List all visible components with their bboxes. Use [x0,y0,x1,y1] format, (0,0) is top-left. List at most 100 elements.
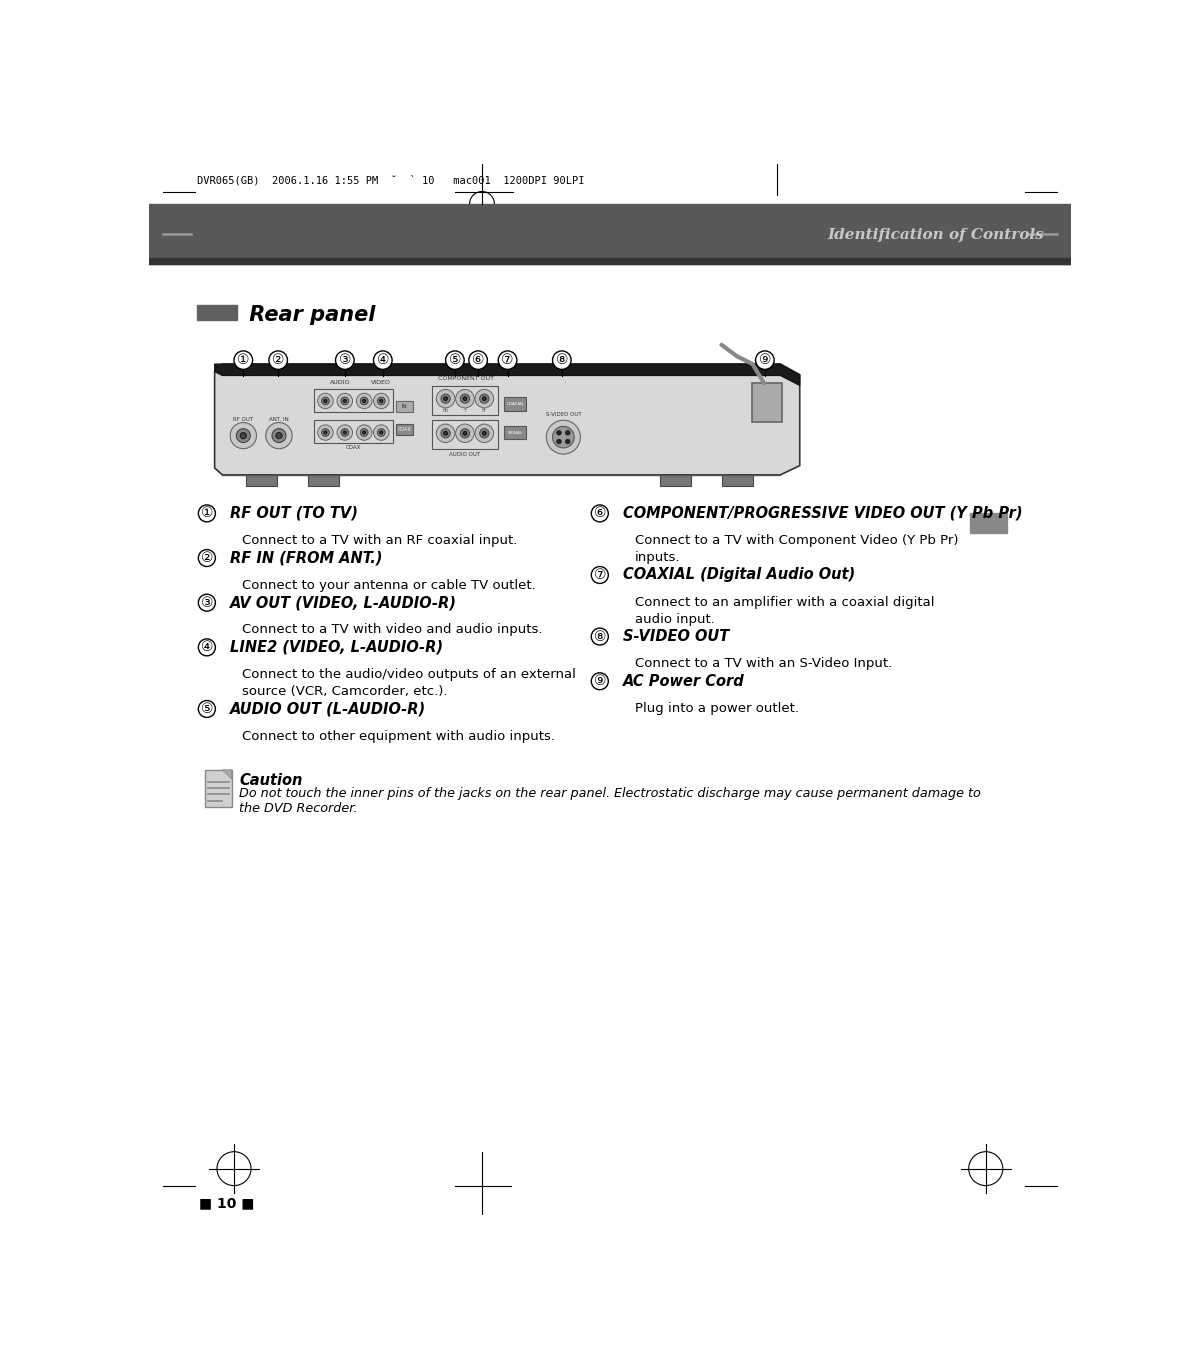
Text: COMPONENT/PROGRESSIVE VIDEO OUT (Y Pb Pr): COMPONENT/PROGRESSIVE VIDEO OUT (Y Pb Pr… [624,506,1022,521]
Circle shape [374,393,389,408]
Text: AUDIO OUT: AUDIO OUT [450,452,481,457]
Circle shape [552,426,575,448]
Circle shape [437,389,455,408]
Text: LINE2 (VIDEO, L-AUDIO-R): LINE2 (VIDEO, L-AUDIO-R) [230,640,443,655]
Text: ⑨: ⑨ [759,354,771,367]
Text: source (VCR, Camcorder, etc.).: source (VCR, Camcorder, etc.). [242,685,447,698]
Text: AUDIO OUT (L-AUDIO-R): AUDIO OUT (L-AUDIO-R) [230,702,426,717]
Circle shape [565,430,570,435]
Text: ⑥: ⑥ [594,506,606,520]
Text: COMPONENT OUT: COMPONENT OUT [438,377,495,381]
Text: COAX: COAX [397,427,412,431]
Bar [396,425,413,435]
Circle shape [480,394,489,403]
Circle shape [374,425,389,441]
Text: IN: IN [402,404,407,409]
Bar [505,397,526,411]
Text: Plug into a power outlet.: Plug into a power outlet. [634,702,798,715]
Circle shape [199,550,215,566]
Circle shape [357,393,372,408]
Text: the DVD Recorder.: the DVD Recorder. [239,803,358,815]
Text: Pr: Pr [482,408,487,412]
Circle shape [482,431,487,435]
Circle shape [461,394,470,403]
Polygon shape [223,770,232,779]
Circle shape [591,566,608,583]
Bar [196,304,237,321]
Circle shape [377,429,386,437]
Text: VIDEO: VIDEO [371,379,392,385]
Circle shape [321,397,330,405]
Circle shape [324,431,327,434]
Text: SIGNAL: SIGNAL [508,430,522,434]
Bar [396,401,413,412]
Circle shape [482,397,487,400]
Circle shape [377,397,386,405]
Bar [660,475,691,486]
Circle shape [199,700,215,718]
Bar [505,426,526,440]
Text: Do not touch the inner pins of the jacks on the rear panel. Electrostatic discha: Do not touch the inner pins of the jacks… [239,786,982,800]
Bar [752,384,782,422]
Text: ②: ② [201,551,213,565]
Text: Rear panel: Rear panel [242,304,375,325]
Circle shape [380,400,383,403]
Text: S-VIDEO OUT: S-VIDEO OUT [624,629,729,644]
Circle shape [437,425,455,442]
Text: ⑧: ⑧ [594,629,606,643]
Text: ①: ① [237,354,250,367]
Circle shape [475,425,494,442]
Text: audio input.: audio input. [634,613,714,625]
Text: ■ 10 ■: ■ 10 ■ [199,1196,255,1211]
Text: ③: ③ [201,595,213,610]
Text: ③: ③ [339,354,351,367]
Circle shape [499,351,516,370]
Circle shape [463,397,466,400]
Circle shape [380,431,383,434]
Circle shape [756,351,775,370]
Text: ⑤: ⑤ [449,354,462,367]
Text: Pb: Pb [443,408,449,412]
Text: ④: ④ [376,354,389,367]
Text: Connect to a TV with Component Video (Y Pb Pr): Connect to a TV with Component Video (Y … [634,534,958,547]
Circle shape [361,397,368,405]
Text: DVR065(GB)  2006.1.16 1:55 PM  ˘  ` 10   mac001  1200DPI 90LPI: DVR065(GB) 2006.1.16 1:55 PM ˘ ` 10 mac0… [196,175,584,186]
Polygon shape [214,364,800,475]
Polygon shape [214,364,800,385]
Circle shape [374,351,392,370]
Circle shape [269,351,288,370]
Circle shape [337,393,352,408]
Circle shape [321,429,330,437]
Circle shape [265,423,292,449]
Text: AV OUT (VIDEO, L-AUDIO-R): AV OUT (VIDEO, L-AUDIO-R) [230,595,457,610]
Circle shape [324,400,327,403]
Circle shape [343,431,346,434]
Circle shape [444,397,447,400]
Text: Connect to a TV with an RF coaxial input.: Connect to a TV with an RF coaxial input… [242,534,518,547]
Bar [308,475,339,486]
Circle shape [342,429,349,437]
Text: Connect to a TV with an S-Video Input.: Connect to a TV with an S-Video Input. [634,658,892,670]
Circle shape [363,400,365,403]
Circle shape [363,431,365,434]
Text: ⑦: ⑦ [501,354,514,367]
Text: AUDIO: AUDIO [330,379,350,385]
Text: Caution: Caution [239,773,302,788]
Text: RF OUT (TO TV): RF OUT (TO TV) [230,506,358,521]
Circle shape [463,431,466,435]
Circle shape [444,431,447,435]
Text: Connect to other equipment with audio inputs.: Connect to other equipment with audio in… [242,730,555,743]
Bar [722,475,753,486]
Circle shape [441,394,450,403]
Circle shape [480,429,489,438]
Bar [432,385,497,415]
Circle shape [591,673,608,689]
Text: S-VIDEO OUT: S-VIDEO OUT [545,412,581,418]
Circle shape [273,429,286,442]
Text: inputs.: inputs. [634,551,681,564]
Text: Connect to an amplifier with a coaxial digital: Connect to an amplifier with a coaxial d… [634,595,934,609]
Circle shape [461,429,470,438]
Circle shape [237,429,250,442]
Text: ⑧: ⑧ [556,354,568,367]
Text: AC Power Cord: AC Power Cord [624,674,745,689]
